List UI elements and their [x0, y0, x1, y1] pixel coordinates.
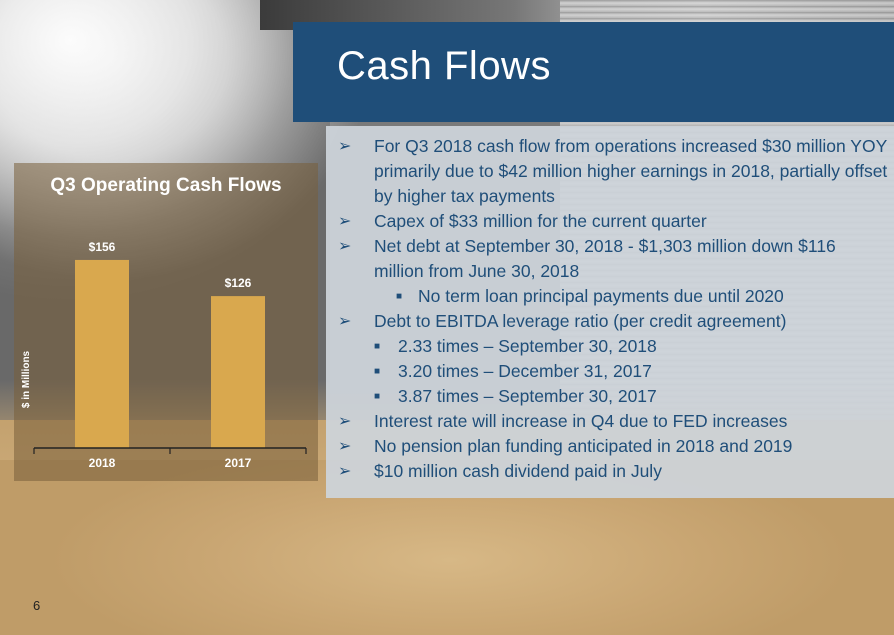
x-tick-label-2017: 2017 [225, 456, 252, 470]
title-banner: Cash Flows [293, 22, 894, 122]
bullet-text: Interest rate will increase in Q4 due to… [374, 411, 788, 431]
page-number: 6 [33, 598, 41, 613]
data-label-2017: $126 [225, 276, 252, 290]
bar-2018 [75, 259, 129, 448]
bullet-panel: ➢ For Q3 2018 cash flow from operations i… [326, 126, 894, 498]
arrow-bullet-icon: ➢ [338, 238, 352, 255]
bullet-text: No term loan principal payments due unti… [418, 286, 784, 306]
bullet-item: ➢ $10 million cash dividend paid in July [334, 459, 888, 484]
data-label-2018: $156 [89, 240, 116, 254]
bullet-text: 2.33 times – September 30, 2018 [398, 336, 657, 356]
bullet-text: No pension plan funding anticipated in 2… [374, 436, 793, 456]
bar-chart: $ in Millions $156 2018 $126 2017 [21, 240, 307, 470]
bullet-item: ➢ No pension plan funding anticipated in … [334, 434, 888, 459]
square-bullet-icon: ■ [374, 391, 381, 402]
bullet-text: 3.20 times – December 31, 2017 [398, 361, 652, 381]
arrow-bullet-icon: ➢ [338, 313, 352, 330]
square-bullet-icon: ■ [396, 291, 403, 302]
arrow-bullet-icon: ➢ [338, 463, 352, 480]
bullet-list: ➢ For Q3 2018 cash flow from operations i… [334, 134, 888, 484]
bullet-item: ➢ Debt to EBITDA leverage ratio (per cred… [334, 309, 888, 334]
x-tick-label-2018: 2018 [89, 456, 116, 470]
arrow-bullet-icon: ➢ [338, 413, 352, 430]
y-axis-label: $ in Millions [21, 350, 32, 408]
arrow-bullet-icon: ➢ [338, 213, 352, 230]
sub-bullet-item: ■ 3.20 times – December 31, 2017 [334, 359, 888, 384]
bullet-text: Debt to EBITDA leverage ratio (per credi… [374, 311, 787, 331]
bullet-item: ➢ Capex of $33 million for the current qu… [334, 209, 888, 234]
bullet-text: Net debt at September 30, 2018 - $1,303 … [374, 236, 836, 281]
arrow-bullet-icon: ➢ [338, 438, 352, 455]
arrow-bullet-icon: ➢ [338, 138, 352, 155]
sub-bullet-item: ■ 3.87 times – September 30, 2017 [334, 384, 888, 409]
chart-panel: Q3 Operating Cash Flows $ in Millions $15… [14, 163, 318, 481]
bullet-item: ➢ Net debt at September 30, 2018 - $1,303… [334, 234, 888, 284]
bullet-text: 3.87 times – September 30, 2017 [398, 386, 657, 406]
sub-bullet-item: ■ 2.33 times – September 30, 2018 [334, 334, 888, 359]
slide-title: Cash Flows [337, 44, 551, 88]
bar-2017 [211, 296, 265, 448]
sub-bullet-item: ■ No term loan principal payments due unt… [334, 284, 888, 309]
square-bullet-icon: ■ [374, 366, 381, 377]
bullet-item: ➢ For Q3 2018 cash flow from operations i… [334, 134, 888, 209]
square-bullet-icon: ■ [374, 341, 381, 352]
bullet-text: Capex of $33 million for the current qua… [374, 211, 707, 231]
bullet-item: ➢ Interest rate will increase in Q4 due t… [334, 409, 888, 434]
bullet-text: $10 million cash dividend paid in July [374, 461, 662, 481]
chart-title: Q3 Operating Cash Flows [50, 175, 282, 196]
bullet-text: For Q3 2018 cash flow from operations in… [374, 136, 888, 206]
